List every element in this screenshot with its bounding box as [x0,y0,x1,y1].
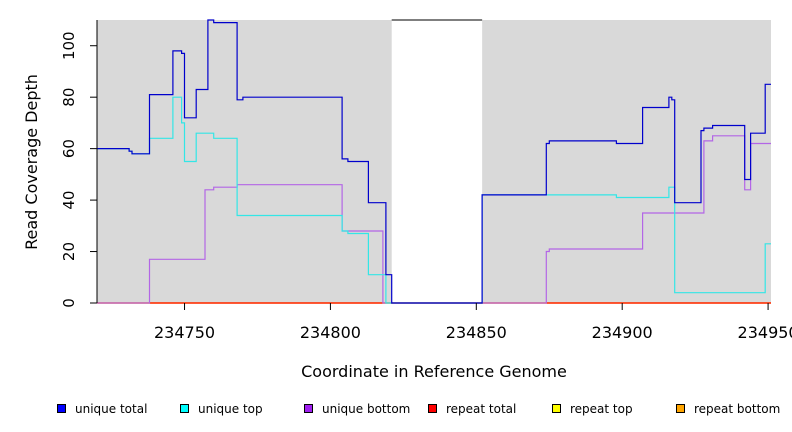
legend-label: repeat top [570,402,633,416]
legend-swatch [552,404,561,413]
legend-swatch [676,404,685,413]
y-axis-label: Read Coverage Depth [22,74,41,250]
legend-label: repeat bottom [694,402,781,416]
y-tick-label: 100 [60,31,78,60]
y-tick-label: 20 [60,242,78,261]
legend-swatch [180,404,189,413]
y-tick-label: 40 [60,191,78,210]
x-tick-label: 234800 [300,323,361,342]
plot-background [97,19,771,303]
y-tick-label: 80 [60,88,78,107]
x-tick-label: 234750 [154,323,215,342]
legend-label: repeat total [446,402,517,416]
axes-layer: 0 20 40 60 80 100 234750 234800 234850 234900 2349… [60,20,792,342]
coverage-chart: 0 20 40 60 80 100 234750 234800 234850 234900 2349… [22,19,792,381]
legend-swatch [428,404,437,413]
x-tick-label: 234950 [738,323,792,342]
series-line-unique-bottom [97,135,771,304]
x-tick-label: 234850 [446,323,507,342]
legend-label: unique total [75,402,148,416]
x-axis-label: Coordinate in Reference Genome [301,362,567,381]
series-line-unique-total [97,19,771,304]
gap-region [391,20,483,303]
y-tick-label: 0 [60,298,78,308]
legend-label: unique top [198,402,263,416]
y-tick-label: 60 [60,139,78,158]
legend-swatch [304,404,313,413]
series-line-unique-top [97,96,771,304]
legend-swatch [57,404,66,413]
legend-label: unique bottom [322,402,411,416]
series-layer [97,19,771,304]
chart-legend: unique total unique top unique bottom repea… [0,398,792,422]
x-tick-label: 234900 [592,323,653,342]
